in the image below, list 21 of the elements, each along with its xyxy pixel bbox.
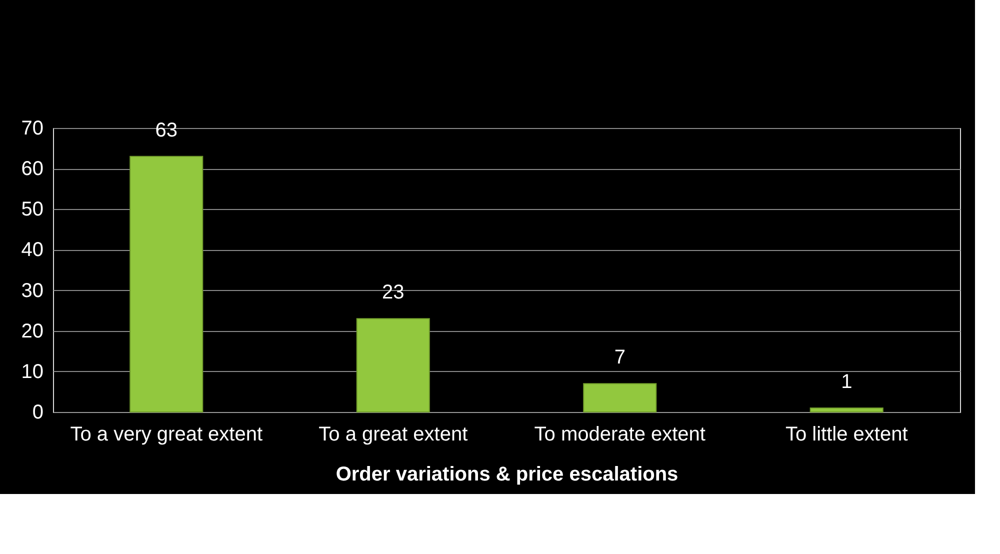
x-tick-label: To moderate extent xyxy=(534,424,706,446)
data-label: 1 xyxy=(841,370,852,393)
x-tick-label: To a great extent xyxy=(318,424,468,446)
y-tick-label: 40 xyxy=(21,239,44,262)
data-label: 63 xyxy=(155,119,178,142)
y-tick-label: 0 xyxy=(32,402,44,424)
y-tick-label: 60 xyxy=(21,158,44,180)
y-tick-label: 20 xyxy=(21,320,44,342)
x-tick-label: To a very great extent xyxy=(70,424,263,446)
data-label: 23 xyxy=(382,282,404,304)
x-tick-label: To little extent xyxy=(785,424,908,446)
bar xyxy=(130,156,204,412)
data-label: 7 xyxy=(614,346,626,369)
y-tick-label: 50 xyxy=(21,198,44,221)
bar xyxy=(810,407,884,412)
x-axis-title: Order variations & price escalations xyxy=(336,464,678,486)
bar xyxy=(583,383,657,412)
y-tick-label: 10 xyxy=(21,360,44,383)
bar xyxy=(356,318,430,412)
y-tick-label: 70 xyxy=(21,118,44,140)
y-tick-label: 30 xyxy=(21,280,44,302)
